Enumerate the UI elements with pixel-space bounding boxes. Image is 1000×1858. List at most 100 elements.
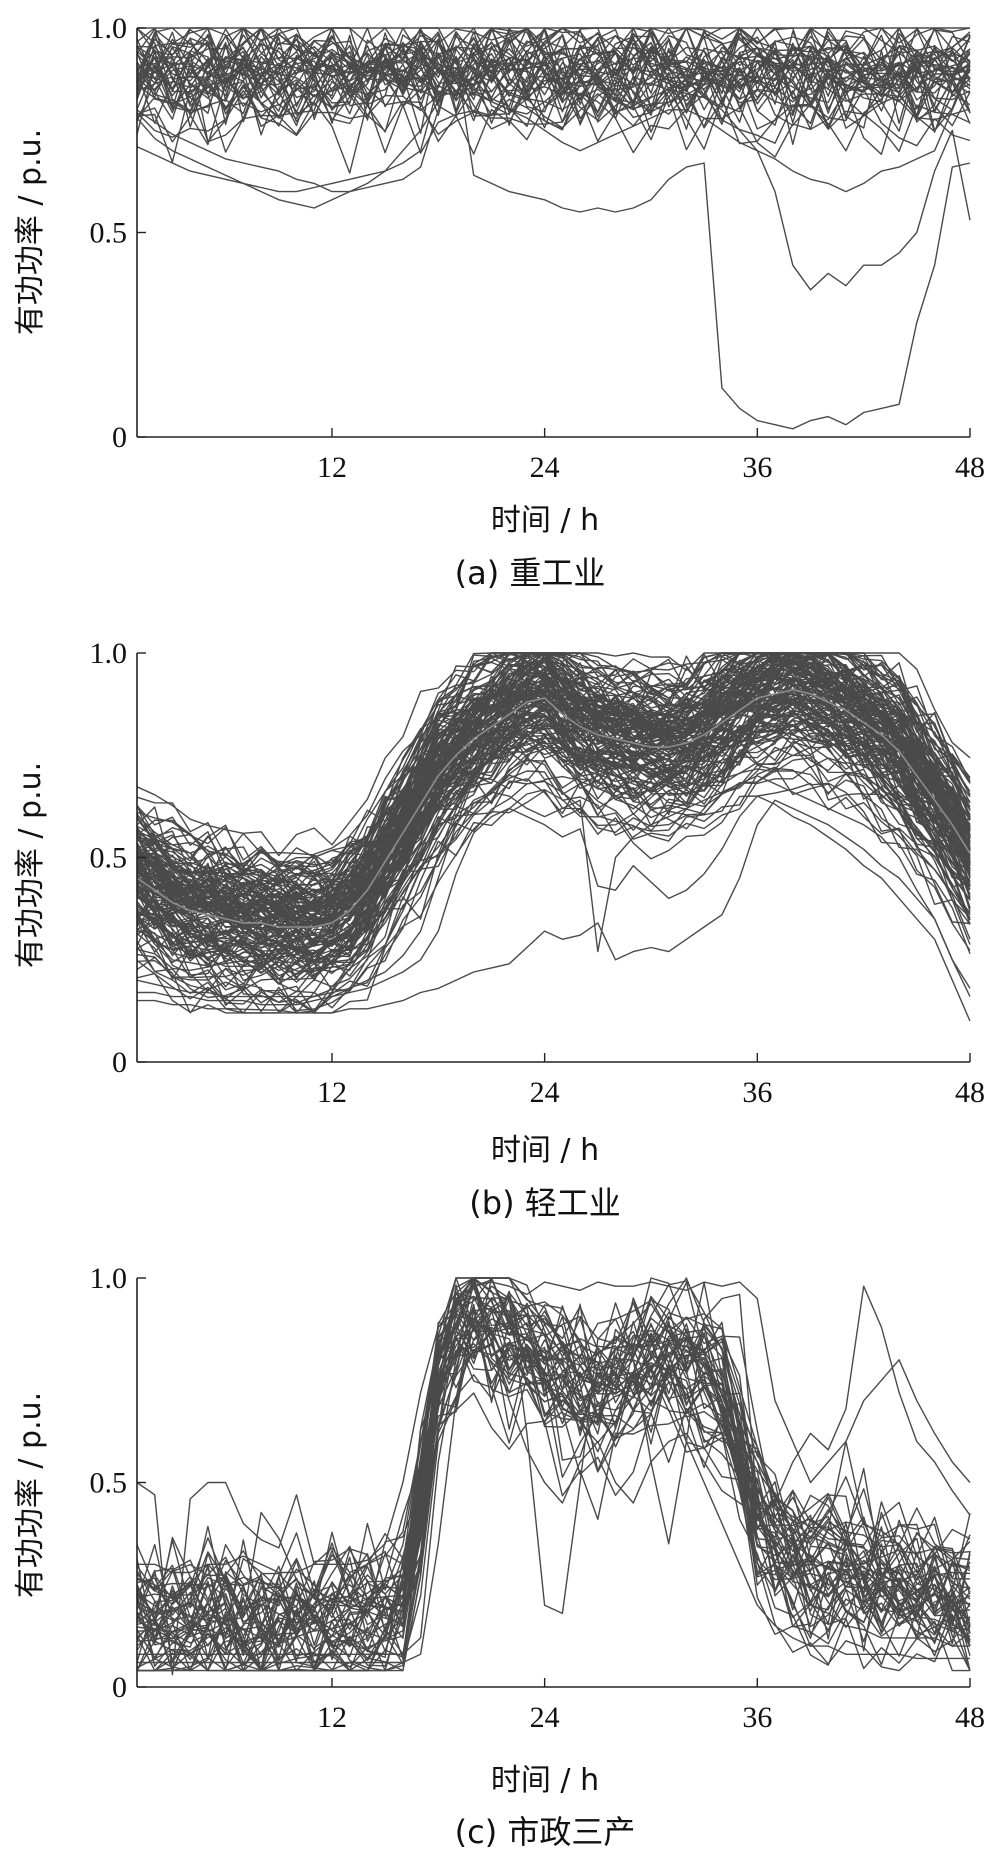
panel-b-y-tick-label: 0	[112, 1046, 127, 1079]
panel-a-curve	[136, 30, 971, 133]
panel-c-curve	[136, 1277, 971, 1627]
panel-c-y-tick-label: 1.0	[90, 1262, 128, 1295]
panel-b-x-tick-label: 24	[530, 1076, 560, 1109]
panel-b-curve	[136, 652, 971, 891]
panel-c-curve	[136, 1311, 971, 1671]
panel-a-curve	[136, 27, 971, 102]
panel-a-lines	[136, 27, 971, 430]
panel-c-curve	[136, 1277, 971, 1616]
panel-c-caption: (c) 市政三产	[455, 1813, 636, 1851]
panel-c-curve	[136, 1277, 971, 1646]
panel-b-curve	[136, 652, 971, 875]
panel-a-y-tick-label: 1.0	[90, 12, 128, 45]
panel-b-y-tick-label: 1.0	[90, 637, 128, 670]
panel-b: 12 24 36 48 0 0.5 1.0 时间 / h 有功功率 / p.u. (b) 轻…	[13, 637, 985, 1222]
panel-a-x-tick-label: 36	[742, 451, 772, 484]
panel-c-curve	[136, 1309, 971, 1672]
panel-c-curve	[136, 1297, 971, 1672]
panel-b-curve	[136, 652, 971, 900]
panel-c-ylabel: 有功功率 / p.u.	[13, 1392, 48, 1598]
panel-b-x-tick-label: 12	[317, 1076, 347, 1109]
panel-c-curve	[136, 1277, 971, 1657]
panel-b-curve	[136, 716, 971, 970]
panel-c-y-tick-label: 0.5	[90, 1467, 128, 1500]
panel-c-curve	[136, 1277, 971, 1627]
panel-a-curve	[136, 35, 971, 128]
panel-a-x-tick-label: 24	[530, 451, 560, 484]
panel-b-outlier-curve-2	[136, 775, 971, 998]
panel-c-x-tick-label: 24	[530, 1701, 560, 1734]
panel-a: 12 24 36 48 0 0.5 1.0 时间 / h 有功功率 / p.u. (a) 重…	[13, 12, 985, 592]
panel-c-curve	[136, 1321, 971, 1653]
panel-c-axes: 12 24 36 48 0 0.5 1.0	[90, 1262, 986, 1734]
panel-a-curve	[136, 27, 971, 112]
panel-c-curve	[137, 1336, 970, 1672]
panel-c-curve	[136, 1290, 971, 1666]
panel-c-curve	[136, 1317, 971, 1669]
panel-b-curve	[136, 702, 971, 969]
panel-c-outlier-curve-0	[136, 1281, 971, 1676]
panel-b-curve	[136, 770, 971, 1004]
panel-b-lines	[136, 652, 971, 1022]
panel-b-outlier-curve-0	[137, 799, 971, 1014]
panel-a-curve	[136, 27, 971, 104]
panel-a-curve	[136, 51, 971, 143]
panel-b-curve	[136, 757, 971, 1003]
panel-b-x-tick-label: 36	[742, 1076, 772, 1109]
panel-a-y-tick-label: 0	[112, 421, 127, 454]
panel-a-caption: (a) 重工业	[455, 554, 606, 592]
panel-b-ylabel: 有功功率 / p.u.	[13, 762, 48, 968]
panel-c-x-tick-label: 36	[742, 1701, 772, 1734]
panel-c-curve	[136, 1303, 971, 1672]
panel-c-xlabel: 时间 / h	[491, 1763, 599, 1798]
panel-b-axes: 12 24 36 48 0 0.5 1.0	[90, 637, 986, 1109]
panel-a-curve	[136, 51, 971, 155]
panel-a-xlabel: 时间 / h	[491, 503, 599, 538]
panel-c: 12 24 36 48 0 0.5 1.0 时间 / h 有功功率 / p.u. (c) 市…	[13, 1262, 985, 1851]
panel-c-outlier-curve-1	[137, 1285, 970, 1655]
panel-c-curve	[136, 1277, 971, 1629]
panel-b-curve	[136, 669, 971, 928]
panel-c-y-tick-label: 0	[112, 1671, 127, 1704]
panel-c-outlier-curve-2	[137, 1285, 971, 1574]
panel-a-x-tick-label: 48	[955, 451, 985, 484]
panel-a-x-tick-label: 12	[317, 451, 347, 484]
panel-a-axes: 12 24 36 48 0 0.5 1.0	[90, 12, 986, 484]
panel-c-curve	[136, 1295, 971, 1627]
panel-b-mean-curve	[136, 688, 971, 928]
panel-c-curve	[136, 1277, 971, 1634]
panel-c-curve	[136, 1341, 971, 1662]
panel-b-curve	[136, 698, 971, 950]
panel-b-caption: (b) 轻工业	[469, 1184, 620, 1222]
panel-b-x-tick-label: 48	[955, 1076, 985, 1109]
panel-c-outlier-curve-3	[137, 1318, 970, 1664]
panel-c-lines	[136, 1277, 971, 1676]
panel-b-curve	[136, 697, 971, 961]
panel-b-curve	[136, 766, 971, 1013]
panel-b-curve	[136, 744, 971, 1013]
panel-a-outlier-curve-2	[136, 68, 971, 209]
panel-a-curve	[136, 27, 971, 135]
panel-a-curve	[136, 88, 971, 174]
panel-b-curve	[136, 741, 971, 1007]
panel-c-curve	[136, 1310, 971, 1670]
panel-b-curve	[136, 676, 971, 953]
panel-c-curve	[136, 1342, 971, 1672]
panel-c-x-tick-label: 48	[955, 1701, 985, 1734]
panel-b-xlabel: 时间 / h	[491, 1133, 599, 1168]
panel-c-x-tick-label: 12	[317, 1701, 347, 1734]
panel-a-curve	[136, 27, 971, 107]
panel-c-curve	[136, 1307, 971, 1661]
panel-a-outlier-curve-1	[136, 55, 971, 291]
panel-b-curve	[136, 677, 971, 937]
panel-b-outlier-curve-1	[137, 795, 971, 1022]
panel-a-curve	[136, 45, 971, 152]
panel-a-y-tick-label: 0.5	[90, 217, 128, 250]
panel-a-curve	[136, 27, 971, 88]
panel-b-curve	[136, 663, 971, 917]
panel-a-curve	[136, 40, 971, 153]
panel-a-ylabel: 有功功率 / p.u.	[13, 129, 48, 335]
panel-a-outlier-curve-0	[136, 55, 971, 430]
panel-b-y-tick-label: 0.5	[90, 842, 128, 875]
